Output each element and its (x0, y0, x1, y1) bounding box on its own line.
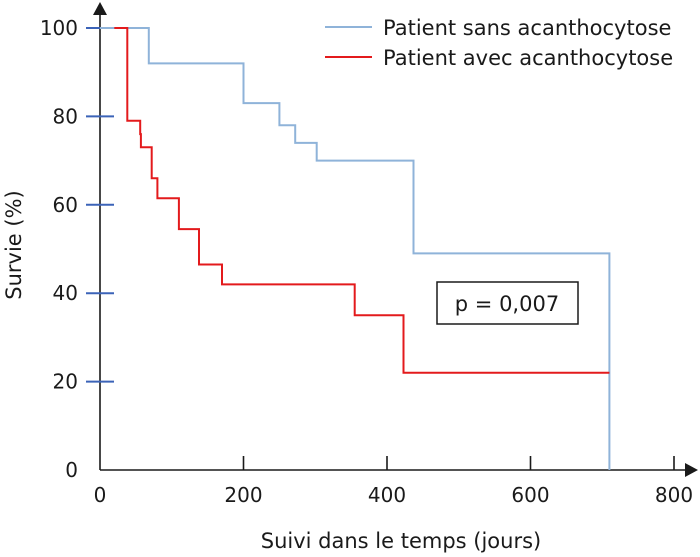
x-tick-label: 200 (224, 483, 262, 507)
x-tick-label: 600 (511, 483, 549, 507)
legend: Patient sans acanthocytose Patient avec … (325, 16, 673, 70)
axes (93, 2, 698, 477)
x-tick-label: 800 (655, 483, 693, 507)
y-tick-label: 40 (53, 281, 78, 305)
x-axis-title: Suivi dans le temps (jours) (261, 529, 541, 553)
y-tick-label: 100 (40, 16, 78, 40)
x-axis-arrow (685, 463, 698, 477)
y-tick-label: 80 (53, 104, 78, 128)
series-layer (100, 27, 611, 470)
y-tick-label: 0 (65, 458, 78, 482)
p-value-annotation: p = 0,007 (436, 281, 579, 325)
y-axis-arrow (93, 2, 107, 15)
series-line-avec-acanthocytose (114, 27, 610, 374)
y-axis-title: Survie (%) (2, 190, 26, 299)
p-value-box (436, 281, 579, 325)
p-value-text: p = 0,007 (455, 292, 559, 316)
legend-label-avec-acanthocytose: Patient avec acanthocytose (383, 46, 673, 70)
x-tick-label: 400 (368, 483, 406, 507)
series-line-sans-acanthocytose (100, 27, 611, 470)
ticks: 0 200 400 600 800 0 20 40 60 80 100 (40, 16, 693, 507)
y-tick-label: 60 (53, 193, 78, 217)
y-tick-label: 20 (53, 370, 78, 394)
legend-label-sans-acanthocytose: Patient sans acanthocytose (383, 16, 671, 40)
x-tick-label: 0 (94, 483, 107, 507)
